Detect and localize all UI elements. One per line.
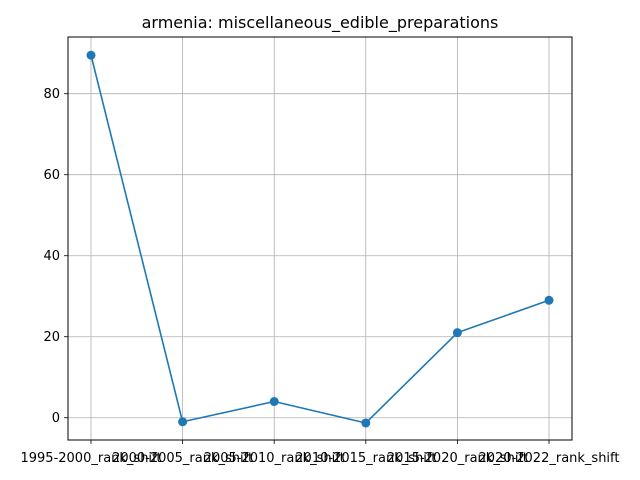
y-tick-label: 40 [43,249,60,264]
data-point [452,328,462,338]
data-point [361,418,371,428]
y-tick-label: 0 [52,411,60,426]
x-tick-label: 1995-2000_rank_shift [20,451,161,466]
y-tick-label: 80 [43,87,60,102]
chart-title: armenia: miscellaneous_edible_preparatio… [142,13,499,33]
data-point [178,417,188,427]
x-tick-label: 2010-2015_rank_shift [295,451,436,466]
data-point [86,50,96,60]
x-tick-label: 2005-2010_rank_shift [204,451,345,466]
y-tick-label: 20 [43,330,60,345]
axis-layer: 1995-2000_rank_shift2000-2005_rank_shift… [20,87,619,466]
y-tick-label: 60 [43,168,60,183]
series-layer [86,50,554,428]
x-tick-label: 2015-2020_rank_shift [387,451,528,466]
series-line [90,55,550,424]
data-point [544,295,554,305]
data-point [269,397,279,407]
plot-area-frame [67,36,573,441]
x-tick-label: 2000-2005_rank_shift [112,451,253,466]
x-tick-label: 2020-2022_rank_shift [478,451,619,466]
grid-layer [68,37,572,440]
